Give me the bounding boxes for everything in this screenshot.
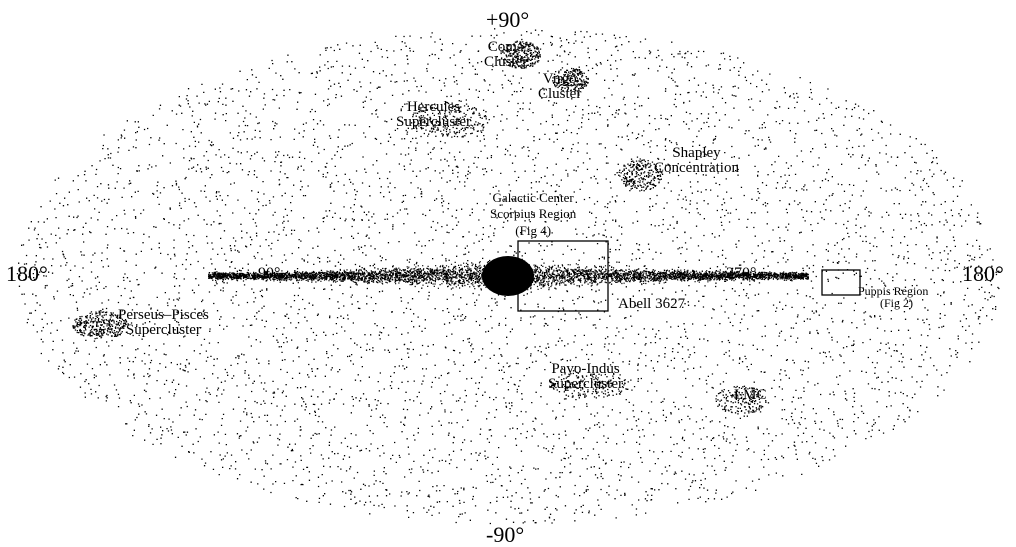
axis-label-left: 180° (6, 261, 48, 286)
gc-line1: Galactic Center (492, 190, 574, 205)
virgo-cluster-label: Virgo Cluster (538, 72, 581, 102)
axis-label-right: 180° (962, 261, 1004, 286)
hercules-supercluster-label: Hercules Supercluster (396, 100, 471, 130)
virgo-line2: Cluster (538, 86, 582, 102)
axis-label-north: +90° (486, 7, 530, 32)
shapley-concentration-label: Shapley Concentration (654, 146, 739, 176)
virgo-line1: Virgo (542, 71, 577, 87)
puppis-region-label: Puppis Region (Fig 2) (858, 285, 928, 309)
hercules-line1: Hercules (406, 99, 461, 115)
galaxy-distribution (16, 28, 1000, 525)
plane-points (208, 258, 809, 296)
perseus-line2: Supercluster (125, 322, 201, 338)
lmc-label: LMC (734, 387, 767, 403)
pavo-line2: Supercluster (548, 376, 623, 392)
galactic-core (482, 256, 534, 296)
perseus-pisces-label: Perseus–Pisces Supercluster (118, 308, 209, 338)
galaxy-points (16, 28, 1000, 525)
pavo-indus-label: Pavo-Indus Supercluster (548, 362, 623, 392)
abell-3627-label: Abell 3627 (618, 296, 686, 312)
puppis-line2: (Fig 2) (880, 296, 913, 310)
gc-line3: (Fig 4) (515, 222, 552, 238)
galactic-plane-band (208, 256, 809, 296)
coma-line1: Coma (487, 39, 524, 55)
coma-cluster-label: Coma Cluster (484, 40, 527, 70)
galactic-center-box (517, 240, 609, 312)
puppis-box (821, 269, 861, 296)
axis-label-90: 90° (258, 265, 281, 282)
axis-label-south: -90° (486, 522, 525, 547)
perseus-line1: Perseus–Pisces (118, 307, 209, 323)
axis-label-270: 270° (726, 265, 757, 282)
pavo-line1: Pavo-Indus (551, 361, 620, 377)
puppis-line1: Puppis Region (858, 284, 929, 298)
hercules-line2: Supercluster (396, 114, 471, 130)
coma-line2: Cluster (484, 54, 528, 70)
shapley-line2: Concentration (654, 160, 739, 176)
shapley-line1: Shapley (672, 145, 721, 161)
galactic-center-label: Galactic Center Scorpius Region (Fig 4) (490, 190, 576, 239)
gc-line2: Scorpius Region (490, 206, 577, 222)
